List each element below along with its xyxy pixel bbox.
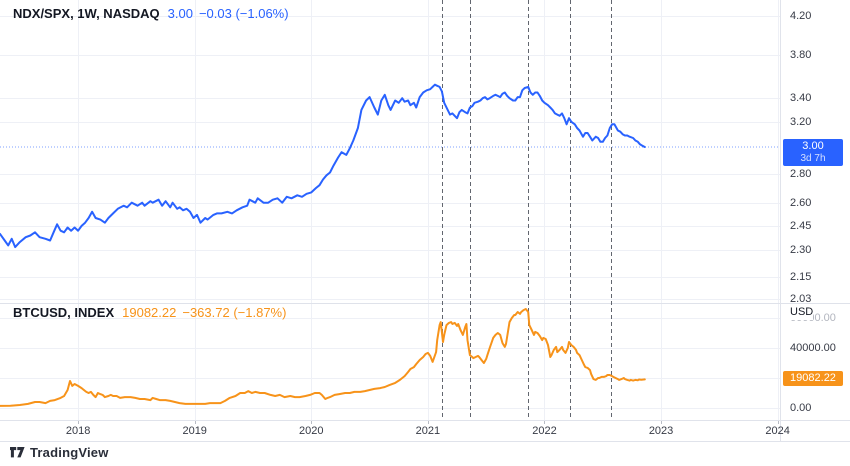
series-title: NDX/SPX, 1W, NASDAQ [13,6,160,21]
price-axis-label: 3.20 [790,115,812,128]
tradingview-logo-link[interactable]: TradingView [10,445,109,460]
ndx-spx-line[interactable] [0,83,646,249]
badge-price: 3.00 [802,139,824,152]
price-axis-label: 2.15 [790,270,812,283]
time-axis-label: 2021 [415,425,441,437]
series-last-price: 19082.22 [122,305,177,320]
time-axis-label: 2019 [182,425,207,437]
time-axis-label: 2022 [532,425,557,437]
badge-price: 19082.22 [790,372,836,385]
series-change: −0.03 (−1.06%) [198,6,289,21]
series-legend-ndx-spx[interactable]: NDX/SPX, 1W, NASDAQ 3.00 −0.03 (−1.06%) [13,6,289,21]
price-axis-label: 0.00 [790,402,812,414]
bar-countdown: 3d 7h [800,152,826,164]
price-axis-label: 2.60 [790,196,812,209]
price-axis-label: 3.80 [790,48,812,61]
tradingview-logo-text: TradingView [30,445,109,460]
series-change: −363.72 (−1.87%) [182,305,287,320]
series-last-price: 3.00 [167,6,193,21]
currency-axis-label: USD [790,306,814,320]
last-price-badge-ndx-spx: 3.00 3d 7h [783,138,843,166]
series-legend-btcusd[interactable]: BTCUSD, INDEX 19082.22 −363.72 (−1.87%) [13,305,286,320]
series-title: BTCUSD, INDEX [13,305,115,320]
tradingview-logo-icon [10,447,25,458]
price-axis-label: 2.80 [790,167,812,180]
time-axis-label: 2023 [648,425,674,437]
price-axis-label: 4.20 [790,9,812,22]
time-axis-label: 2020 [299,425,324,437]
price-axis-label: 40000.00 [790,342,836,354]
time-axis-label: 2018 [65,425,91,437]
btcusd-line[interactable] [0,308,646,407]
last-price-badge-btcusd: 19082.22 [783,371,843,387]
price-axis-label: 3.40 [790,92,812,105]
price-axis-label: 2.03 [790,293,812,306]
price-axis-label: 2.30 [790,244,812,257]
time-axis-label: 2024 [765,425,790,437]
price-axis-label: 2.45 [790,219,812,232]
